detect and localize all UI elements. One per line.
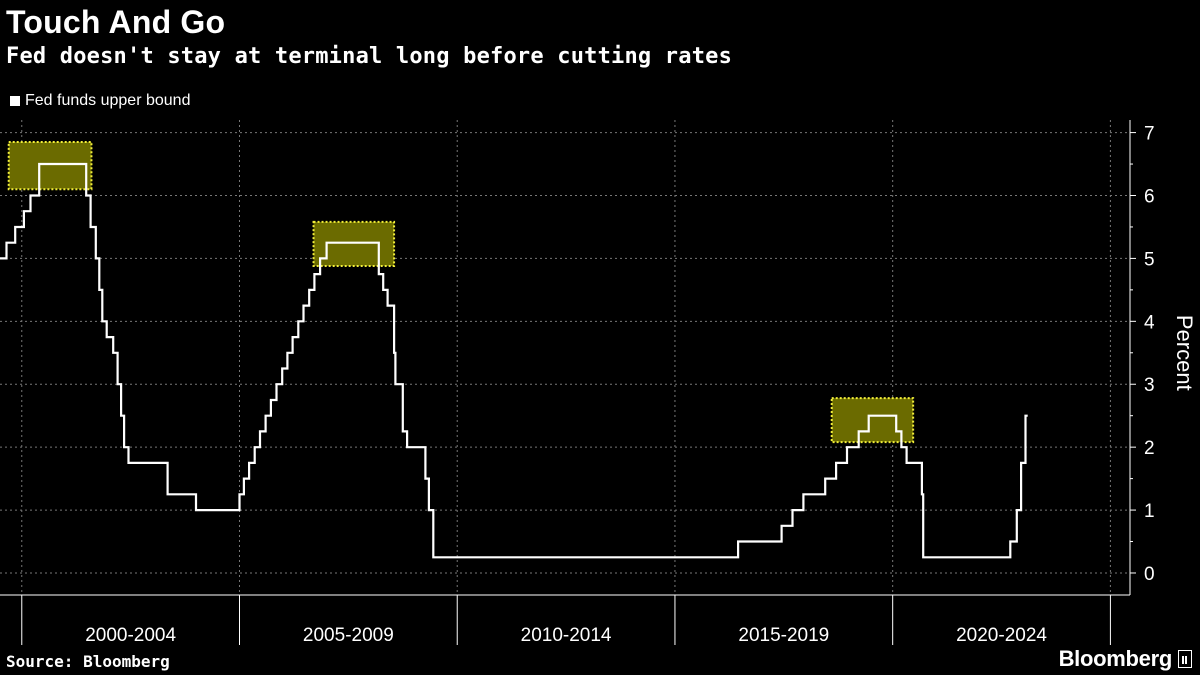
y-tick-label: 2 <box>1144 438 1155 459</box>
terminal-highlight-box <box>830 397 915 444</box>
x-tick-label: 2020-2024 <box>956 625 1047 646</box>
y-tick-label: 1 <box>1144 501 1155 522</box>
x-tick-label: 2005-2009 <box>303 625 394 646</box>
y-tick-label: 0 <box>1144 564 1155 585</box>
x-tick-label: 2000-2004 <box>85 625 176 646</box>
y-tick-label: 4 <box>1144 312 1155 333</box>
y-tick-label: 7 <box>1144 124 1155 145</box>
series-layer <box>0 162 1028 559</box>
legend-label: Fed funds upper bound <box>25 92 191 109</box>
y-tick-label: 5 <box>1144 249 1155 270</box>
source-note: Source: Bloomberg <box>6 652 170 671</box>
y-axis-title: Percent <box>1172 315 1197 391</box>
x-tick-label: 2015-2019 <box>738 625 829 646</box>
terminal-highlight-box <box>7 141 93 191</box>
axes: 0 1 2 3 4 5 6 7 2000-2004 2005-2009 2010-2014 2015-… <box>0 120 1197 646</box>
chart-icon <box>1178 650 1192 668</box>
y-tick-label: 6 <box>1144 186 1155 207</box>
series-line-fed-funds <box>0 162 1028 559</box>
legend: Fed funds upper bound <box>10 92 190 110</box>
terminal-highlights <box>7 141 915 444</box>
x-tick-label: 2010-2014 <box>521 625 612 646</box>
chart-title: Touch And Go <box>6 4 226 40</box>
legend-swatch <box>10 96 20 106</box>
brand-name: Bloomberg <box>1058 646 1173 671</box>
chart-subtitle: Fed doesn't stay at terminal long before… <box>6 44 733 69</box>
y-tick-label: 3 <box>1144 375 1155 396</box>
brand-logo: Bloomberg <box>1059 646 1192 672</box>
grid <box>0 120 1130 595</box>
